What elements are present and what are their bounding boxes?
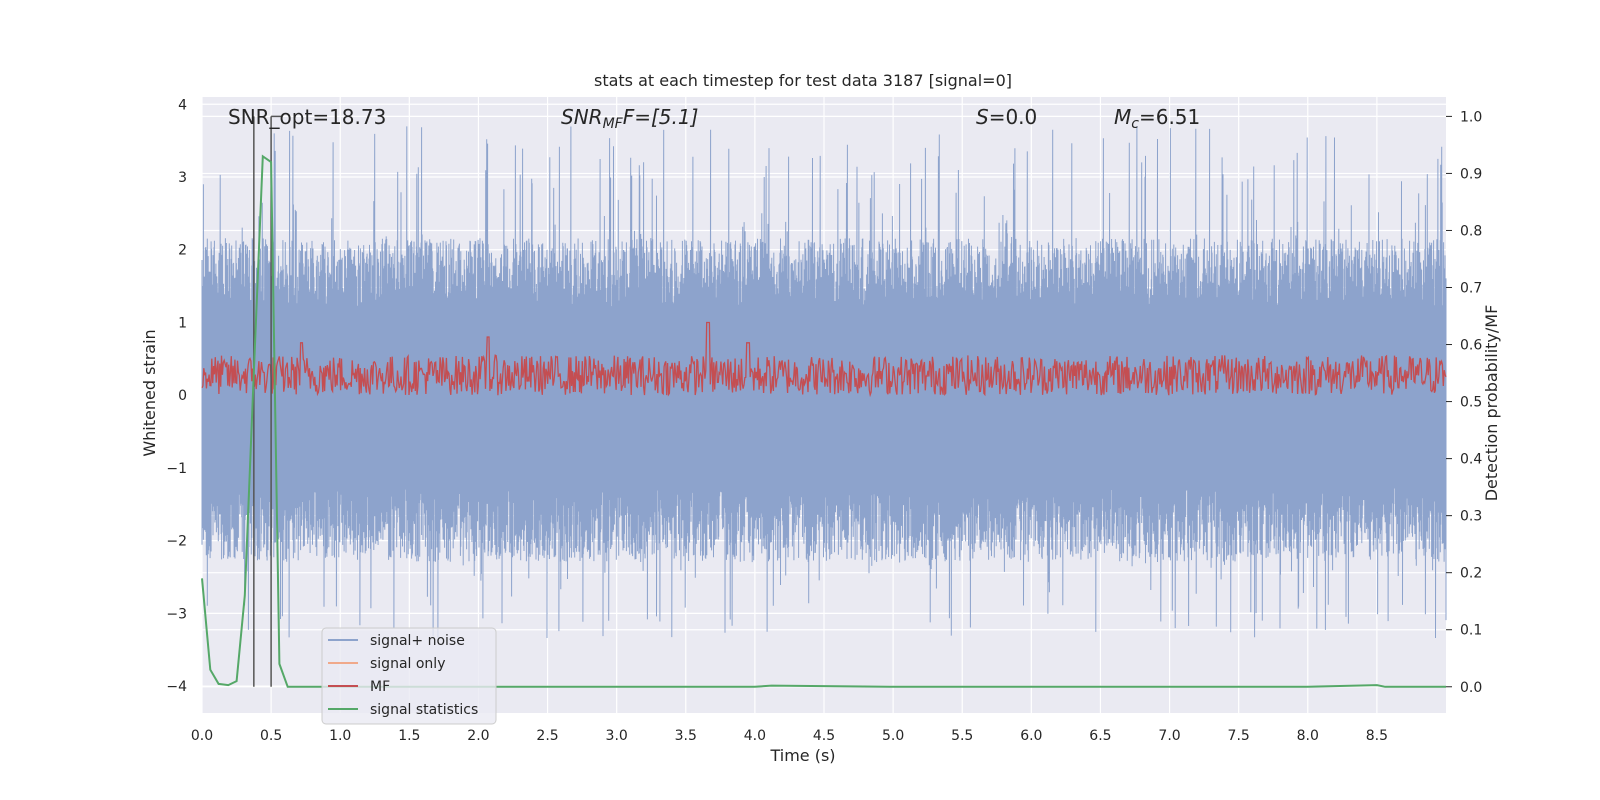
annotation-snr-opt: SNR_opt=18.73	[228, 105, 386, 129]
chart-title: stats at each timestep for test data 318…	[594, 71, 1012, 90]
y-axis-left: 4 3 2 1 0 −1 −2 −3 −4	[166, 97, 187, 695]
x-tick-label: 3.5	[675, 728, 697, 744]
y-axis-right-label: Detection probability/MF	[1482, 305, 1501, 502]
y-right-tick-label: 0.9	[1460, 166, 1482, 182]
legend-label-signal-statistics: signal statistics	[370, 702, 478, 718]
mf-line	[201, 321, 1447, 398]
y-left-tick-label: −1	[166, 461, 187, 477]
x-tick-label: 2.5	[536, 728, 558, 744]
y-right-tick-label: 0.8	[1460, 223, 1482, 239]
y-left-tick-label: 1	[178, 315, 187, 331]
x-tick-label: 7.0	[1158, 728, 1180, 744]
x-tick-label: 5.5	[951, 728, 973, 744]
x-tick-label: 1.5	[398, 728, 420, 744]
signal-noise-series	[201, 126, 1447, 639]
signal-statistics-series	[201, 154, 1446, 688]
signal-noise-line	[201, 126, 1447, 639]
x-axis: 0.0 0.5 1.0 1.5 2.0 2.5 3.0 3.5 4.0 4.5 5.0 5.5 6.0 6…	[191, 728, 1388, 744]
mf-series	[201, 321, 1447, 398]
x-tick-label: 0.0	[191, 728, 213, 744]
annotation-mc: Mc=6.51	[1114, 105, 1200, 132]
y-right-tick-label: 0.1	[1460, 623, 1482, 639]
x-tick-label: 0.5	[260, 728, 282, 744]
signal-statistics-line	[201, 154, 1446, 688]
y-left-tick-label: −2	[166, 534, 187, 550]
x-tick-label: 4.5	[813, 728, 835, 744]
y-left-tick-label: −4	[166, 679, 187, 695]
legend: signal+ noise signal only MF signal stat…	[321, 627, 497, 725]
y-right-tick-label: 0.5	[1460, 395, 1482, 411]
y-right-tick-label: 1.0	[1460, 109, 1482, 125]
x-tick-label: 4.0	[744, 728, 766, 744]
legend-label-mf: MF	[370, 679, 390, 695]
x-tick-label: 5.0	[882, 728, 904, 744]
x-tick-label: 6.0	[1020, 728, 1042, 744]
y-right-tick-label: 0.6	[1460, 338, 1482, 354]
y-left-tick-label: −3	[166, 606, 187, 622]
y-left-tick-label: 2	[178, 243, 187, 259]
x-tick-label: 2.0	[467, 728, 489, 744]
y-left-tick-label: 4	[178, 97, 187, 113]
y-left-tick-label: 0	[178, 388, 187, 404]
x-tick-label: 1.0	[329, 728, 351, 744]
y-right-tick-label: 0.2	[1460, 566, 1482, 582]
x-tick-label: 8.5	[1366, 728, 1388, 744]
x-tick-label: 3.0	[606, 728, 628, 744]
legend-label-signal-only: signal only	[370, 656, 445, 672]
annotation-snr-mf: SNRMFF=[5.1]	[561, 105, 698, 132]
y-axis-left-label: Whitened strain	[140, 329, 159, 456]
annotation-s: S=0.0	[976, 105, 1037, 129]
y-right-tick-label: 0.3	[1460, 509, 1482, 525]
legend-box	[321, 627, 497, 725]
x-tick-label: 6.5	[1089, 728, 1111, 744]
y-right-tick-label: 0.7	[1460, 281, 1482, 297]
legend-label-signal-noise: signal+ noise	[370, 633, 465, 649]
y-right-tick-label: 0.4	[1460, 452, 1482, 468]
x-tick-label: 8.0	[1297, 728, 1319, 744]
y-axis-right: 1.0 0.9 0.8 0.7 0.6 0.5 0.4 0.3 0.2 0.1 0.0	[1446, 109, 1482, 696]
x-tick-label: 7.5	[1228, 728, 1250, 744]
y-left-tick-label: 3	[178, 170, 187, 186]
x-axis-label: Time (s)	[769, 746, 835, 765]
y-right-tick-label: 0.0	[1460, 680, 1482, 696]
